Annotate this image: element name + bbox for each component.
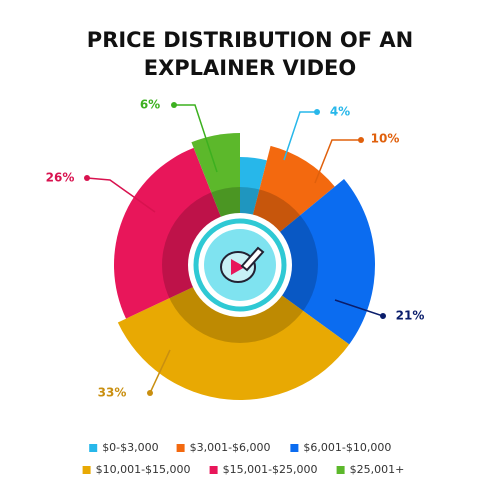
leader-line — [334, 299, 384, 317]
wedge — [117, 265, 350, 400]
legend-label: $10,001-$15,000 — [96, 463, 191, 476]
legend-swatch — [89, 444, 98, 452]
leader-line — [86, 177, 156, 213]
wedge — [240, 178, 376, 345]
leader-line — [174, 104, 218, 173]
legend-swatch — [336, 466, 345, 474]
legend-label: $6,001-$10,000 — [303, 441, 391, 454]
legend-swatch — [82, 466, 91, 474]
data-label: 6% — [140, 98, 160, 112]
legend-label: $3,001-$6,000 — [190, 441, 271, 454]
legend-label: $15,001-$25,000 — [223, 463, 318, 476]
leader-line — [283, 111, 317, 161]
legend: $0-$3,000 $3,001-$6,000 $6,001-$10,000 $10,… — [82, 441, 405, 476]
legend-label: $0-$3,000 — [102, 441, 158, 454]
icon-pencil — [240, 246, 265, 272]
legend-swatch — [209, 466, 218, 474]
chart-title: PRICE DISTRIBUTION OF AN EXPLAINER VIDEO — [86, 28, 414, 80]
leader-dot — [314, 109, 320, 115]
data-label: 10% — [371, 132, 400, 146]
leader-dot — [380, 313, 386, 319]
data-label: 26% — [46, 171, 75, 185]
leader-line — [314, 139, 361, 184]
data-label: 33% — [98, 386, 127, 400]
legend-swatch — [176, 444, 185, 452]
data-label: 4% — [330, 105, 350, 119]
leader-dot — [171, 102, 177, 108]
labels: 4% 10% 21% 33% 26% 6% — [46, 98, 425, 400]
leader-line — [149, 349, 171, 394]
center-ring — [193, 218, 287, 312]
legend-label: $25,001+ — [350, 463, 405, 476]
data-label: 21% — [396, 309, 425, 323]
legend-swatch — [290, 444, 299, 452]
leader-dot — [84, 175, 90, 181]
leader-dot — [358, 137, 364, 143]
icon-play — [231, 259, 245, 275]
leader-dot — [147, 390, 153, 396]
